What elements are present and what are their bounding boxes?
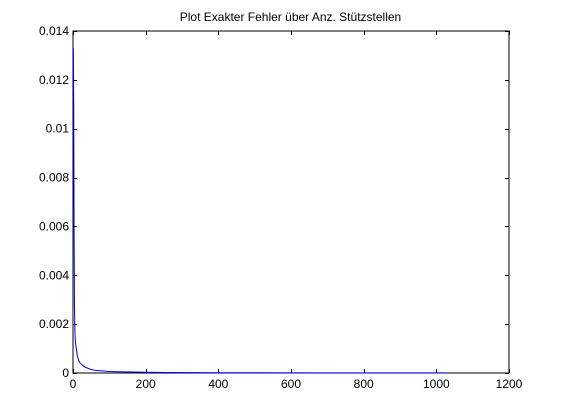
x-tick-label: 600 xyxy=(281,377,301,391)
y-tick-label: 0.004 xyxy=(39,268,69,282)
plot-area-frame xyxy=(73,31,509,373)
x-tick-label: 1000 xyxy=(423,377,450,391)
x-tick-label: 200 xyxy=(136,377,156,391)
x-tick-label: 1200 xyxy=(496,377,523,391)
x-tick-label: 0 xyxy=(70,377,77,391)
y-tick-label: 0.01 xyxy=(46,122,70,136)
y-tick-label: 0 xyxy=(62,366,69,380)
y-tick-label: 0.006 xyxy=(39,219,69,233)
y-tick-label: 0.002 xyxy=(39,317,69,331)
x-tick-label: 800 xyxy=(354,377,374,391)
y-tick-label: 0.014 xyxy=(39,24,69,38)
chart-title: Plot Exakter Fehler über Anz. Stützstell… xyxy=(180,10,401,24)
x-tick-label: 400 xyxy=(208,377,228,391)
y-tick-label: 0.012 xyxy=(39,73,69,87)
y-tick-label: 0.008 xyxy=(39,171,69,185)
